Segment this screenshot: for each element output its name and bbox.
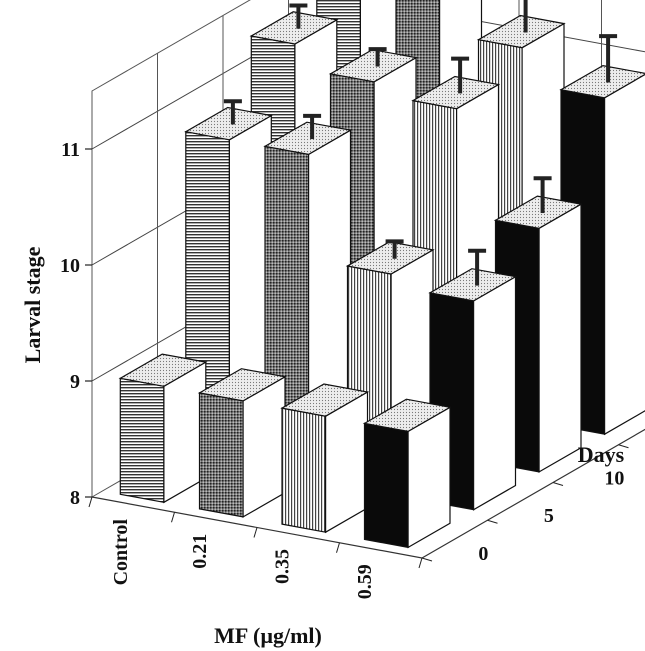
- bar-0.35-day-0: [280, 383, 370, 534]
- bar-top-face: [263, 121, 353, 156]
- x-tick-mark: [171, 512, 175, 523]
- y-tick-label: 11: [61, 139, 80, 161]
- z-tick-mark: [618, 444, 629, 449]
- x-tick-mark: [88, 496, 93, 508]
- z-tick-label: 5: [544, 505, 554, 527]
- bar-0.21-day-0: [197, 368, 287, 518]
- z-tick-mark: [487, 519, 498, 524]
- bar-side-face: [473, 275, 517, 511]
- z-tick-label: 0: [478, 543, 488, 565]
- y-axis-title: Larval stage: [20, 246, 45, 363]
- bar-0.59-day-12: [559, 34, 645, 436]
- bar-top-face: [280, 383, 370, 417]
- bar-top-face: [328, 48, 418, 83]
- bar-0.59-day-0: [362, 398, 452, 549]
- x-tick-label: 0.21: [189, 534, 211, 569]
- x-tick-label: Control: [110, 519, 132, 586]
- z-tick-label: 10: [604, 467, 624, 489]
- bar-top-face: [493, 195, 583, 229]
- bar-top-face: [428, 268, 518, 302]
- x-tick-label: 0.35: [272, 549, 294, 584]
- bar-0.59-day-5: [428, 248, 518, 511]
- x-tick-mark: [418, 557, 423, 569]
- bar-top-face: [559, 64, 645, 99]
- bar-top-face: [249, 11, 339, 45]
- bar-front-face: [281, 407, 327, 533]
- z-axis-title: Days: [578, 442, 625, 467]
- bar-side-face: [603, 73, 645, 436]
- bar-Control-day-0: [118, 353, 208, 504]
- z-tick-mark: [421, 557, 433, 562]
- gridline-11: [91, 0, 645, 150]
- x-tick-label: 0.59: [354, 564, 376, 599]
- bar-top-face: [476, 14, 566, 49]
- y-tick-label: 9: [70, 371, 80, 393]
- bar-top-face: [411, 75, 501, 110]
- bar-top-face: [184, 106, 274, 141]
- y-tick-label: 10: [60, 255, 80, 277]
- y-tick-label: 8: [70, 487, 80, 509]
- x-axis-title: MF (µg/ml): [214, 623, 322, 648]
- bars-layer: [118, 0, 645, 549]
- bar-front-face: [198, 392, 244, 518]
- x-tick-mark: [253, 527, 258, 538]
- bar-front-face: [363, 422, 409, 549]
- z-tick-mark: [552, 482, 564, 486]
- bar-top-face: [362, 398, 452, 433]
- bar-side-face: [538, 203, 582, 473]
- bar-top-face: [118, 353, 208, 387]
- bar-top-face: [345, 241, 435, 275]
- bar-front-face: [119, 377, 165, 504]
- bar-top-face: [197, 368, 287, 402]
- x-tick-mark: [336, 542, 340, 553]
